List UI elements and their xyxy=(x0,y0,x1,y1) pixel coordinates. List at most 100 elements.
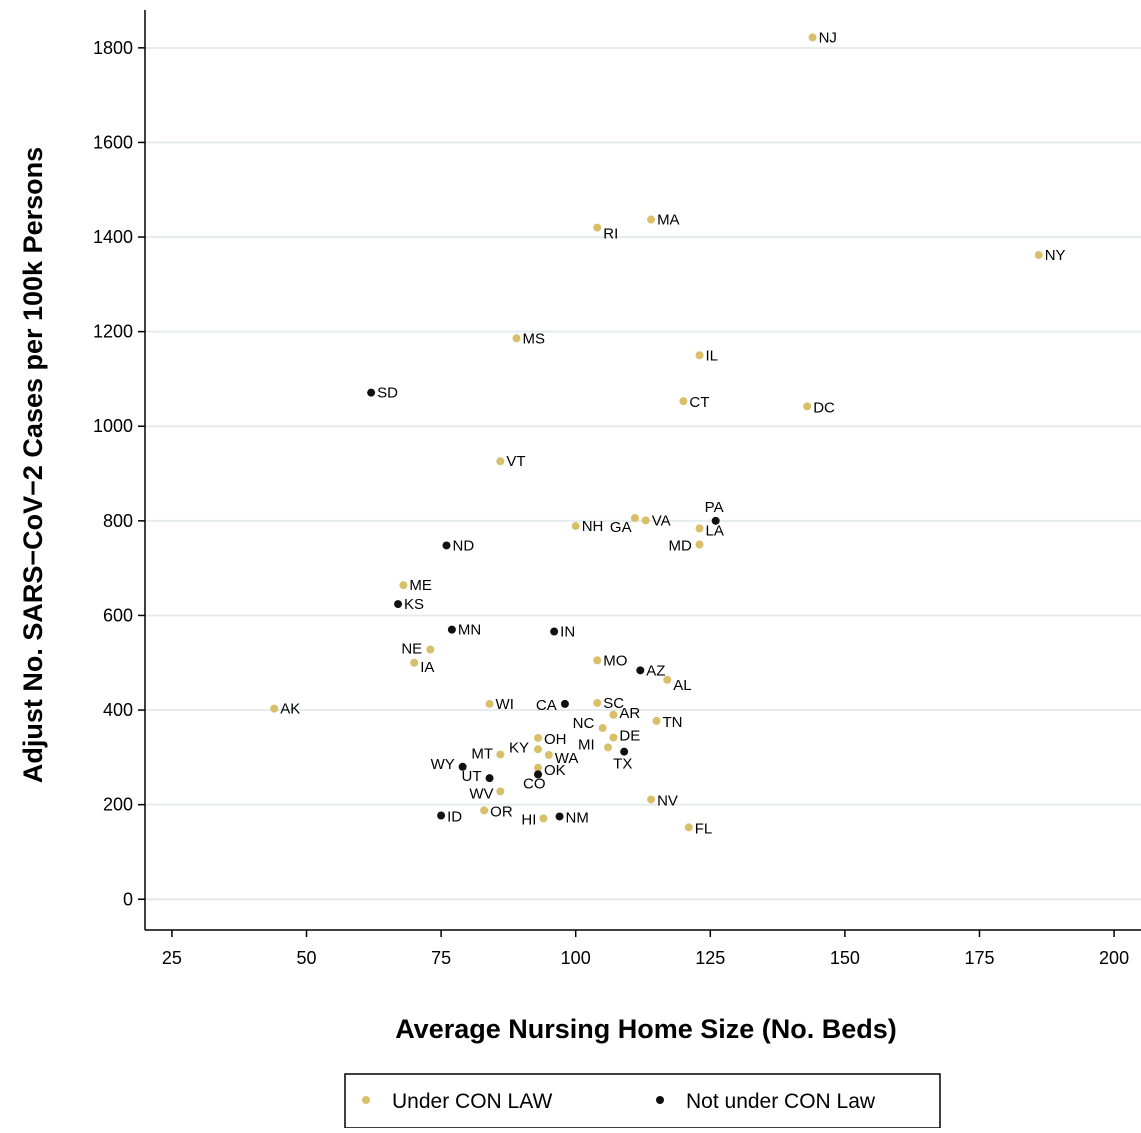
point-ct xyxy=(679,397,688,406)
point-label-pa: PA xyxy=(705,499,724,516)
point-label-ar: AR xyxy=(619,705,640,722)
point-mt xyxy=(496,750,505,759)
point-ar xyxy=(609,710,618,719)
point-label-mn: MN xyxy=(458,622,481,639)
point-label-ms: MS xyxy=(522,330,545,347)
point-tn xyxy=(652,716,661,725)
legend-marker-0 xyxy=(362,1096,370,1104)
point-md xyxy=(695,540,704,549)
point-label-la: LA xyxy=(706,522,724,539)
y-tick-label: 400 xyxy=(103,700,133,720)
point-label-in: IN xyxy=(560,624,575,641)
point-label-hi: HI xyxy=(521,811,536,828)
point-nj xyxy=(808,33,817,42)
point-label-md: MD xyxy=(669,537,692,554)
point-label-fl: FL xyxy=(695,820,713,837)
point-mi xyxy=(604,743,613,752)
point-label-il: IL xyxy=(706,347,719,364)
point-ms xyxy=(512,334,521,343)
point-label-wy: WY xyxy=(431,756,455,773)
point-label-sc: SC xyxy=(603,695,624,712)
point-ut xyxy=(485,774,494,783)
point-label-nv: NV xyxy=(657,792,678,809)
y-tick-label: 800 xyxy=(103,511,133,531)
point-label-ia: IA xyxy=(420,659,434,676)
point-ne xyxy=(426,645,435,654)
point-label-nm: NM xyxy=(566,809,589,826)
y-tick-label: 1400 xyxy=(93,227,133,247)
point-label-me: ME xyxy=(409,577,432,594)
point-label-tn: TN xyxy=(662,714,682,731)
x-tick-label: 125 xyxy=(695,948,725,968)
legend-marker-1 xyxy=(656,1096,664,1104)
x-tick-label: 200 xyxy=(1099,948,1129,968)
point-nd xyxy=(442,541,451,550)
point-label-ca: CA xyxy=(536,697,557,714)
point-label-id: ID xyxy=(447,809,462,826)
point-pa xyxy=(711,516,720,525)
point-de xyxy=(609,733,618,742)
point-ok xyxy=(534,763,543,772)
point-fl xyxy=(684,823,693,832)
point-ri xyxy=(593,223,602,232)
point-label-or: OR xyxy=(490,803,513,820)
x-tick-label: 75 xyxy=(431,948,451,968)
legend-label-0: Under CON LAW xyxy=(392,1090,552,1113)
point-ma xyxy=(647,215,656,224)
point-label-ct: CT xyxy=(689,394,709,411)
point-nv xyxy=(647,795,656,804)
point-ca xyxy=(560,699,569,708)
point-ga xyxy=(630,514,639,523)
x-tick-label: 50 xyxy=(296,948,316,968)
y-tick-label: 200 xyxy=(103,795,133,815)
x-tick-label: 25 xyxy=(162,948,182,968)
point-vt xyxy=(496,457,505,466)
point-wy xyxy=(458,762,467,771)
point-label-wa: WA xyxy=(555,750,579,767)
point-label-va: VA xyxy=(652,512,671,529)
y-tick-label: 1600 xyxy=(93,132,133,152)
point-label-tx: TX xyxy=(613,756,632,773)
point-label-az: AZ xyxy=(646,662,665,679)
point-label-wi: WI xyxy=(496,696,514,713)
point-ks xyxy=(394,600,403,609)
point-label-ks: KS xyxy=(404,596,424,613)
point-label-mi: MI xyxy=(578,736,595,753)
point-label-sd: SD xyxy=(377,385,398,402)
point-label-nd: ND xyxy=(452,537,474,554)
point-label-co: CO xyxy=(523,775,546,792)
point-label-ga: GA xyxy=(610,519,632,536)
point-label-dc: DC xyxy=(813,399,835,416)
point-me xyxy=(399,581,408,590)
point-label-ky: KY xyxy=(509,739,529,756)
y-tick-label: 600 xyxy=(103,605,133,625)
point-label-nj: NJ xyxy=(819,29,837,46)
point-ak xyxy=(270,704,279,713)
point-in xyxy=(550,627,559,636)
point-nc xyxy=(598,724,607,733)
point-or xyxy=(480,806,489,815)
legend-label-1: Not under CON Law xyxy=(686,1090,876,1113)
x-tick-label: 175 xyxy=(964,948,994,968)
point-label-nc: NC xyxy=(573,715,595,732)
point-label-ok: OK xyxy=(544,762,566,779)
y-tick-label: 0 xyxy=(123,889,133,909)
point-co xyxy=(534,770,543,779)
point-az xyxy=(636,666,645,675)
x-tick-label: 150 xyxy=(830,948,860,968)
y-axis-title: Adjust No. SARS−CoV−2 Cases per 100k Per… xyxy=(18,147,48,783)
point-ia xyxy=(410,658,419,667)
point-ny xyxy=(1034,251,1043,260)
y-tick-label: 1200 xyxy=(93,322,133,342)
point-label-nh: NH xyxy=(582,518,604,535)
y-tick-label: 1800 xyxy=(93,38,133,58)
point-va xyxy=(641,516,650,525)
point-il xyxy=(695,351,704,360)
point-label-oh: OH xyxy=(544,731,567,748)
legend-box xyxy=(344,1073,941,1129)
point-ky xyxy=(534,745,543,754)
point-mn xyxy=(447,625,456,634)
point-al xyxy=(663,675,672,684)
